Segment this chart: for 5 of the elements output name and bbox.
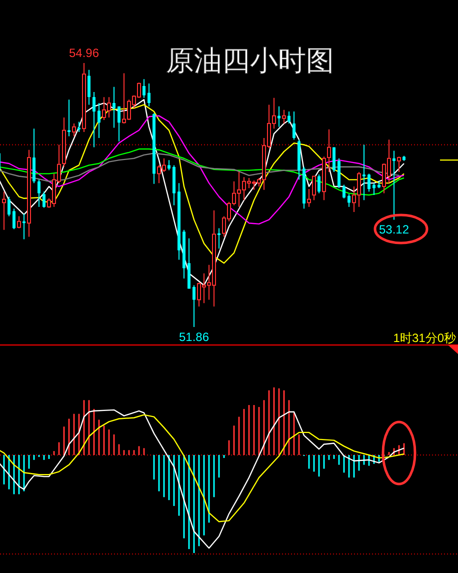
title: 原油四小时图: [166, 45, 334, 76]
annotation: 54.96: [68, 46, 100, 60]
annotation: 1时31分0秒: [393, 331, 456, 345]
annotation: 51.86: [178, 330, 210, 344]
annotation: 53.12: [378, 222, 410, 237]
